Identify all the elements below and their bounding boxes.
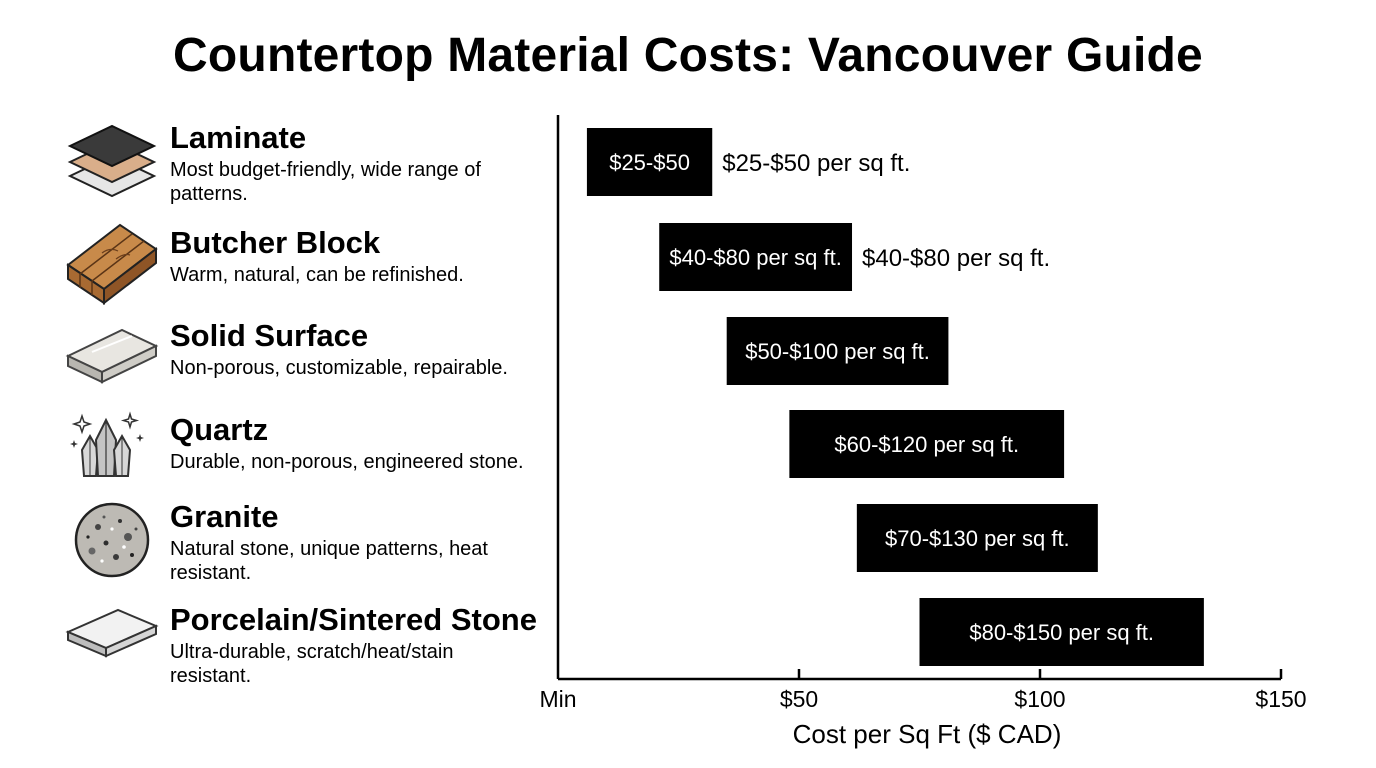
material-item-quartz: Quartz Durable, non-porous, engineered s…: [0, 410, 560, 500]
x-tick-label-1: Min: [539, 686, 576, 712]
bar-4: [789, 410, 1065, 478]
material-description: Warm, natural, can be refinished.: [170, 264, 464, 286]
material-item-granite: Granite Natural stone, unique patterns, …: [0, 497, 560, 587]
material-name: Butcher Block: [170, 225, 381, 260]
x-tick-label-2: $50: [780, 686, 818, 712]
material-description: Non-porous, customizable, repairable.: [170, 357, 508, 379]
material-name: Solid Surface: [170, 318, 369, 353]
granite-disc-icon: [62, 497, 162, 587]
material-item-porcelain: Porcelain/Sintered Stone Ultra-durable, …: [0, 600, 560, 690]
material-name: Porcelain/Sintered Stone: [170, 602, 537, 637]
bar-1: [586, 128, 713, 196]
material-description: Natural stone, unique patterns, heat res…: [170, 538, 488, 584]
bar-label-5: $70-$130 per sq ft.: [885, 526, 1070, 551]
material-item-butcher-block: Butcher Block Warm, natural, can be refi…: [0, 223, 560, 313]
bar-label-6: $80-$150 per sq ft.: [969, 620, 1154, 645]
quartz-crystal-icon: [62, 410, 162, 500]
material-item-laminate: Laminate Most budget-friendly, wide rang…: [0, 118, 560, 208]
x-axis-title: Cost per Sq Ft ($ CAD): [793, 719, 1062, 749]
material-description: Most budget-friendly, wide range of patt…: [170, 159, 481, 205]
material-name: Laminate: [170, 120, 307, 155]
porcelain-slab-icon: [62, 600, 162, 690]
bar-outside-label-1: $25-$50 per sq ft.: [722, 150, 910, 177]
solid-slab-icon: [62, 316, 162, 406]
material-description: Ultra-durable, scratch/heat/stain resist…: [170, 641, 454, 687]
bar-2: [659, 223, 853, 291]
bar-6: [919, 598, 1204, 666]
bar-outside-label-2: $40-$80 per sq ft.: [862, 245, 1050, 272]
bar-3: [726, 317, 949, 385]
wood-block-icon: [62, 223, 162, 313]
material-name: Quartz: [170, 412, 269, 447]
material-item-solid-surface: Solid Surface Non-porous, customizable, …: [0, 316, 560, 406]
page-title: Countertop Material Costs: Vancouver Gui…: [173, 29, 1203, 82]
x-tick-label-4: $150: [1255, 686, 1306, 712]
bar-label-2: $40-$80 per sq ft.: [669, 245, 841, 270]
x-tick-label-3: $100: [1014, 686, 1065, 712]
bar-label-4: $60-$120 per sq ft.: [834, 432, 1019, 457]
bar-label-1: $25-$50: [609, 150, 690, 175]
laminate-layers-icon: [62, 118, 162, 208]
bar-label-3: $50-$100 per sq ft.: [745, 339, 930, 364]
material-name: Granite: [170, 499, 279, 534]
bar-5: [856, 504, 1098, 572]
material-description: Durable, non-porous, engineered stone.: [170, 451, 524, 473]
